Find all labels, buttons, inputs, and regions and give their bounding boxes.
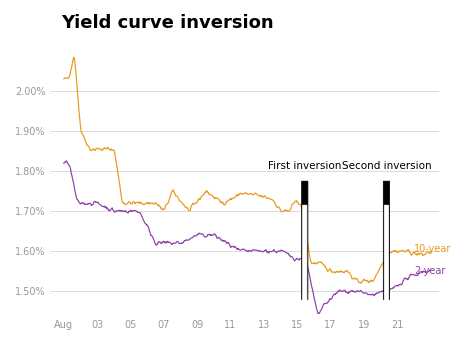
Text: 2-year: 2-year — [414, 266, 446, 276]
Polygon shape — [297, 205, 313, 345]
Text: Yield curve inversion: Yield curve inversion — [61, 14, 273, 32]
Polygon shape — [377, 181, 395, 345]
Polygon shape — [296, 181, 314, 345]
Polygon shape — [378, 205, 395, 345]
Text: 10-year: 10-year — [414, 244, 451, 254]
Text: First inversion: First inversion — [268, 161, 342, 171]
Text: Second inversion: Second inversion — [342, 161, 431, 171]
